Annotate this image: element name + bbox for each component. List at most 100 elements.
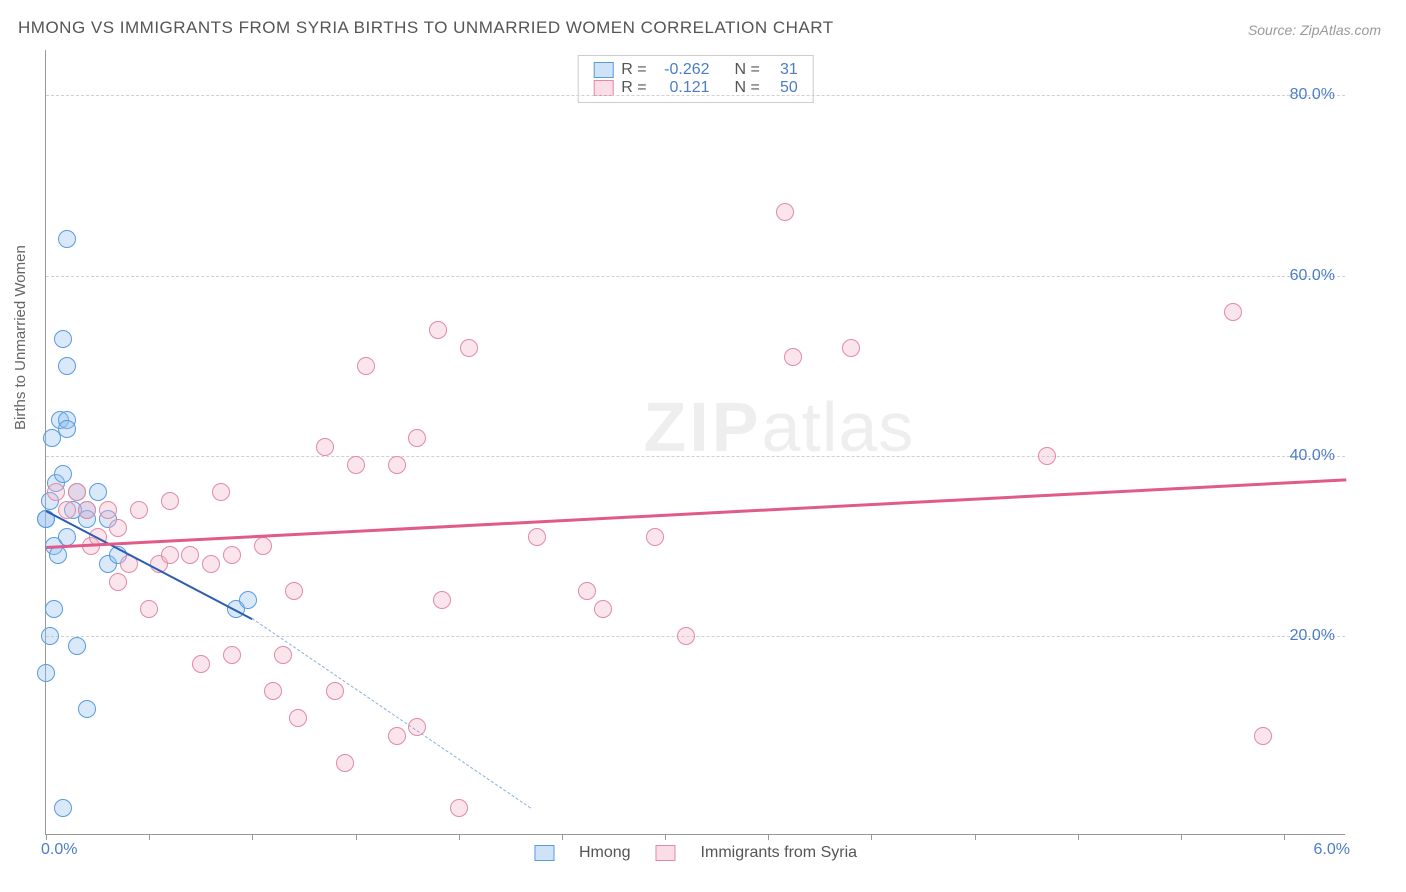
data-point: [274, 646, 292, 664]
x-tick-mark: [1181, 834, 1182, 840]
x-tick-mark: [975, 834, 976, 840]
x-tick-mark: [1284, 834, 1285, 840]
data-point: [45, 600, 63, 618]
data-point: [78, 700, 96, 718]
data-point: [1254, 727, 1272, 745]
series-legend: Hmong Immigrants from Syria: [534, 844, 857, 862]
scatter-plot-area: ZIPatlas R = -0.262 N = 31 R = 0.121 N =…: [45, 50, 1345, 835]
data-point: [1038, 447, 1056, 465]
y-tick-label: 20.0%: [1290, 627, 1335, 645]
data-point: [842, 339, 860, 357]
data-point: [99, 501, 117, 519]
watermark-bold: ZIP: [644, 388, 762, 466]
data-point: [316, 438, 334, 456]
data-point: [1224, 303, 1242, 321]
data-point: [326, 682, 344, 700]
data-point: [239, 591, 257, 609]
y-tick-label: 80.0%: [1290, 86, 1335, 104]
data-point: [54, 330, 72, 348]
x-tick-mark: [459, 834, 460, 840]
data-point: [192, 655, 210, 673]
series-label-syria: Immigrants from Syria: [701, 844, 857, 862]
x-tick-mark: [149, 834, 150, 840]
data-point: [109, 519, 127, 537]
data-point: [336, 754, 354, 772]
data-point: [677, 627, 695, 645]
data-point: [223, 646, 241, 664]
data-point: [54, 465, 72, 483]
x-tick-mark: [665, 834, 666, 840]
legend-row-hmong: R = -0.262 N = 31: [593, 61, 798, 79]
x-tick-mark: [562, 834, 563, 840]
data-point: [433, 591, 451, 609]
source-name: ZipAtlas.com: [1300, 22, 1381, 38]
watermark-light: atlas: [761, 388, 914, 466]
data-point: [388, 727, 406, 745]
data-point: [264, 682, 282, 700]
gridline-h: [46, 636, 1345, 637]
data-point: [140, 600, 158, 618]
gridline-h: [46, 95, 1345, 96]
data-point: [347, 456, 365, 474]
data-point: [181, 546, 199, 564]
data-point: [43, 429, 61, 447]
data-point: [254, 537, 272, 555]
data-point: [594, 600, 612, 618]
data-point: [47, 483, 65, 501]
x-tick-mark: [46, 834, 47, 840]
x-tick-label: 6.0%: [1314, 841, 1350, 859]
data-point: [37, 664, 55, 682]
swatch-blue: [534, 845, 554, 861]
gridline-h: [46, 456, 1345, 457]
data-point: [49, 546, 67, 564]
x-tick-mark: [356, 834, 357, 840]
data-point: [388, 456, 406, 474]
y-tick-label: 40.0%: [1290, 447, 1335, 465]
swatch-pink: [656, 845, 676, 861]
data-point: [68, 483, 86, 501]
data-point: [212, 483, 230, 501]
x-tick-mark: [1078, 834, 1079, 840]
data-point: [578, 582, 596, 600]
data-point: [429, 321, 447, 339]
data-point: [58, 357, 76, 375]
r-value-hmong: -0.262: [655, 61, 710, 79]
chart-container: HMONG VS IMMIGRANTS FROM SYRIA BIRTHS TO…: [0, 0, 1406, 892]
data-point: [109, 573, 127, 591]
y-tick-label: 60.0%: [1290, 267, 1335, 285]
data-point: [161, 546, 179, 564]
data-point: [450, 799, 468, 817]
data-point: [646, 528, 664, 546]
series-label-hmong: Hmong: [579, 844, 631, 862]
data-point: [408, 429, 426, 447]
n-label: N =: [734, 61, 759, 79]
data-point: [161, 492, 179, 510]
trendline-syria: [46, 479, 1346, 549]
data-point: [41, 627, 59, 645]
data-point: [54, 799, 72, 817]
data-point: [202, 555, 220, 573]
data-point: [285, 582, 303, 600]
data-point: [68, 637, 86, 655]
data-point: [58, 230, 76, 248]
n-value-hmong: 31: [768, 61, 798, 79]
source-label: Source:: [1248, 22, 1296, 38]
data-point: [357, 357, 375, 375]
data-point: [78, 501, 96, 519]
data-point: [776, 203, 794, 221]
data-point: [784, 348, 802, 366]
chart-title: HMONG VS IMMIGRANTS FROM SYRIA BIRTHS TO…: [18, 18, 834, 38]
data-point: [460, 339, 478, 357]
x-tick-label: 0.0%: [41, 841, 77, 859]
data-point: [58, 528, 76, 546]
source-attribution: Source: ZipAtlas.com: [1248, 22, 1381, 38]
y-axis-label: Births to Unmarried Women: [12, 245, 29, 430]
x-tick-mark: [871, 834, 872, 840]
data-point: [289, 709, 307, 727]
x-tick-mark: [768, 834, 769, 840]
swatch-pink: [593, 80, 613, 96]
data-point: [89, 483, 107, 501]
data-point: [130, 501, 148, 519]
data-point: [223, 546, 241, 564]
swatch-blue: [593, 62, 613, 78]
